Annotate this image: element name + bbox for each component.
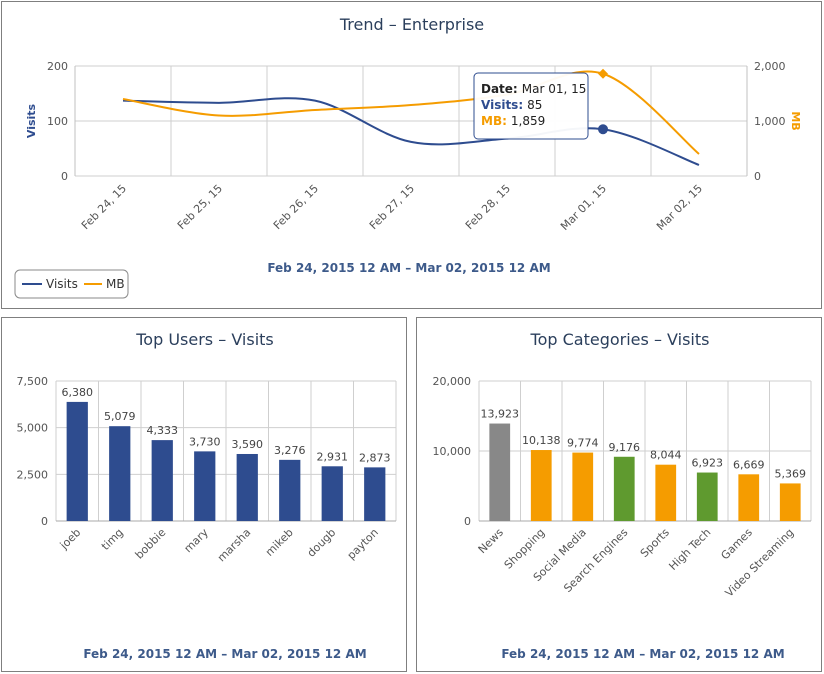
top-users-chart: Top Users – Visits 0 2,500 5,000 7,500 6,380…: [17, 330, 397, 661]
tooltip-visits-row: Visits: 85: [481, 98, 542, 112]
users-data-label: 3,590: [232, 438, 264, 451]
trend-ylabel-right: MB: [789, 111, 802, 130]
users-bar[interactable]: [364, 467, 386, 521]
tooltip-visits-value: 85: [527, 98, 542, 112]
users-xtick: marsha: [215, 526, 253, 564]
trend-series-visits[interactable]: [122, 97, 700, 166]
trend-xtick: Feb 25, 15: [175, 182, 225, 232]
trend-ytick-right: 0: [754, 170, 761, 183]
cats-bar[interactable]: [738, 474, 760, 521]
users-ytick: 0: [41, 515, 48, 528]
trend-ytick-left: 200: [47, 60, 68, 73]
cats-bar[interactable]: [779, 483, 801, 521]
users-xtick: dougb: [305, 526, 339, 560]
cats-bar[interactable]: [613, 456, 635, 521]
users-xtick: joeb: [57, 526, 84, 553]
trend-panel: Trend – Enterprise 0 100 200 0 1,000 2,000 Feb…: [1, 1, 822, 309]
trend-title: Trend – Enterprise: [339, 15, 484, 34]
users-title: Top Users – Visits: [135, 330, 274, 349]
users-bar[interactable]: [194, 451, 216, 521]
users-data-label: 3,276: [274, 444, 306, 457]
users-xtick: bobbie: [133, 526, 169, 562]
users-xtick: timg: [99, 526, 126, 553]
cats-data-label: 8,044: [650, 449, 682, 462]
trend-xtick: Feb 26, 15: [271, 182, 321, 232]
users-date-range: Feb 24, 2015 12 AM – Mar 02, 2015 12 AM: [83, 647, 366, 661]
trend-ytick-left: 100: [47, 115, 68, 128]
users-bar[interactable]: [279, 459, 301, 521]
cats-ytick: 20,000: [433, 375, 472, 388]
tooltip-mb-row: MB: 1,859: [481, 114, 545, 128]
cats-bar[interactable]: [655, 464, 677, 521]
cats-bar[interactable]: [530, 450, 552, 521]
cats-data-label: 6,669: [733, 458, 765, 471]
cats-xtick: Games: [718, 526, 755, 563]
trend-xtick: Feb 24, 15: [79, 182, 129, 232]
users-ytick: 7,500: [17, 375, 49, 388]
trend-ylabel-left: Visits: [25, 103, 38, 138]
users-bar[interactable]: [109, 426, 131, 521]
cats-xtick: News: [476, 526, 506, 556]
cats-bar[interactable]: [489, 423, 511, 521]
trend-marker-visits[interactable]: [598, 124, 608, 135]
users-xtick: mary: [182, 526, 212, 556]
trend-xtick: Feb 27, 15: [367, 182, 417, 232]
cats-bar[interactable]: [572, 452, 594, 521]
trend-ytick-left: 0: [61, 170, 68, 183]
top-categories-panel: Top Categories – Visits 0 10,000 20,000 13,…: [416, 317, 822, 672]
users-data-label: 5,079: [104, 410, 136, 423]
cats-ytick: 0: [464, 515, 471, 528]
cats-title: Top Categories – Visits: [530, 330, 710, 349]
cats-data-label: 10,138: [522, 434, 561, 447]
users-xtick: payton: [345, 526, 381, 562]
cats-data-label: 9,176: [609, 441, 641, 454]
cats-xtick: Sports: [638, 526, 672, 560]
legend-box: [14, 269, 129, 299]
users-ytick: 5,000: [17, 422, 49, 435]
cats-data-label: 5,369: [775, 467, 807, 480]
tooltip-mb-value: 1,859: [511, 114, 545, 128]
trend-legend[interactable]: Visits MB: [14, 269, 129, 299]
cats-ytick: 10,000: [433, 445, 472, 458]
trend-date-range: Feb 24, 2015 12 AM – Mar 02, 2015 12 AM: [267, 261, 550, 275]
cats-data-label: 13,923: [481, 408, 520, 421]
cats-data-label: 6,923: [692, 457, 724, 470]
top-users-panel: Top Users – Visits 0 2,500 5,000 7,500 6,380…: [1, 317, 407, 672]
legend-label-visits: Visits: [46, 277, 78, 291]
tooltip-date-row: Date: Mar 01, 15: [481, 82, 586, 96]
trend-chart: Trend – Enterprise 0 100 200 0 1,000 2,000 Feb…: [14, 15, 802, 299]
trend-series-mb[interactable]: [122, 70, 700, 155]
tooltip-box: [473, 72, 589, 140]
cats-data-label: 9,774: [567, 437, 599, 450]
trend-xtick: Mar 01, 15: [558, 182, 609, 233]
users-data-label: 2,873: [359, 451, 391, 464]
trend-ytick-right: 2,000: [754, 60, 786, 73]
tooltip-date-label: Date:: [481, 82, 518, 96]
users-data-label: 4,333: [147, 424, 179, 437]
users-bar[interactable]: [236, 453, 258, 521]
legend-item-mb[interactable]: MB: [84, 277, 125, 291]
cats-date-range: Feb 24, 2015 12 AM – Mar 02, 2015 12 AM: [501, 647, 784, 661]
trend-marker-mb[interactable]: [598, 68, 608, 79]
legend-item-visits[interactable]: Visits: [22, 277, 78, 291]
users-data-label: 3,730: [189, 435, 221, 448]
trend-xtick: Mar 02, 15: [654, 182, 705, 233]
cats-bar[interactable]: [696, 472, 718, 521]
trend-tooltip: Date: Mar 01, 15 Visits: 85 MB: 1,859: [473, 72, 589, 140]
users-ytick: 2,500: [17, 468, 49, 481]
users-bar[interactable]: [151, 440, 173, 521]
tooltip-visits-label: Visits:: [481, 98, 523, 112]
trend-xtick: Feb 28, 15: [463, 182, 513, 232]
legend-label-mb: MB: [106, 277, 125, 291]
tooltip-mb-label: MB:: [481, 114, 507, 128]
users-bar[interactable]: [66, 401, 88, 521]
trend-ytick-right: 1,000: [754, 115, 786, 128]
users-xtick: mikeb: [263, 526, 296, 559]
users-data-label: 2,931: [317, 450, 349, 463]
cats-xtick: High Tech: [666, 526, 713, 573]
users-bar[interactable]: [321, 466, 343, 521]
users-data-label: 6,380: [62, 386, 94, 399]
tooltip-date-value: Mar 01, 15: [522, 82, 587, 96]
top-categories-chart: Top Categories – Visits 0 10,000 20,000 13,…: [433, 330, 812, 661]
